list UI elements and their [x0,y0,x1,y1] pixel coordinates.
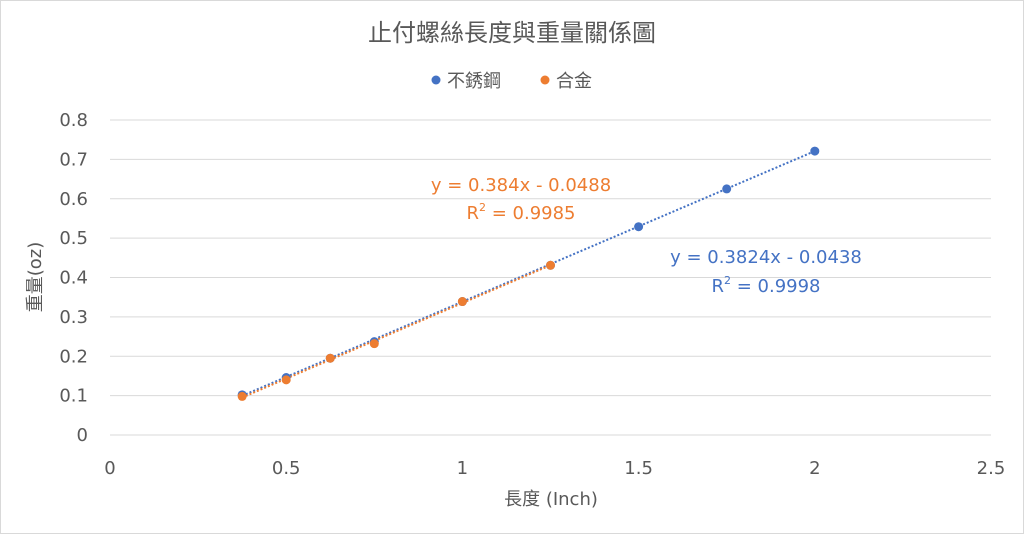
trendline-equation-alloy: y = 0.384x - 0.0488 [431,175,611,196]
legend-marker-stainless [431,75,441,85]
y-axis-title: 重量(oz) [25,242,46,313]
r2-prefix-stainless: R [711,276,724,297]
data-point-stainless [634,222,644,232]
r2-superscript-stainless: 2 [724,274,731,287]
x-tick-label: 1 [457,458,468,479]
y-tick-label: 0.5 [59,228,88,249]
y-tick-label: 0.4 [59,268,88,289]
data-point-stainless [722,184,732,194]
gridlines [110,119,991,436]
x-tick-label: 0 [104,458,115,479]
data-points [237,146,820,401]
y-axis-ticks: 0 0.1 0.2 0.3 0.4 0.5 0.6 0.7 0.8 [59,110,88,446]
x-tick-label: 1.5 [624,458,653,479]
data-point-alloy [546,260,555,270]
legend: 不銹鋼 合金 [431,71,592,92]
x-axis-title: 長度 (Inch) [504,489,598,510]
x-tick-label: 0.5 [272,458,301,479]
y-tick-label: 0.6 [59,189,88,210]
trendline-equation-stainless: y = 0.3824x - 0.0438 [670,247,862,268]
r2-superscript-alloy: 2 [479,201,486,214]
y-tick-label: 0.7 [59,149,88,170]
y-tick-label: 0.1 [59,386,88,407]
y-tick-label: 0.8 [59,110,88,131]
data-point-alloy [325,353,335,363]
trendline-r2-alloy: R2 = 0.9985 [466,201,575,224]
data-point-stainless [810,146,820,156]
legend-marker-alloy [540,75,550,85]
r2-value-stainless: = 0.9998 [731,276,821,297]
legend-label-stainless: 不銹鋼 [447,71,501,92]
r2-value-alloy: = 0.9985 [486,203,576,224]
x-tick-label: 2 [809,458,820,479]
data-point-alloy [281,375,291,385]
trendline-r2-stainless: R2 = 0.9998 [711,274,820,297]
x-tick-label: 2.5 [977,458,1006,479]
y-tick-label: 0 [77,425,88,446]
x-axis-ticks: 0 0.5 1 1.5 2 2.5 [104,458,1005,479]
y-tick-label: 0.3 [59,307,88,328]
chart-title: 止付螺絲長度與重量關係圖 [368,19,656,47]
r2-prefix-alloy: R [466,203,479,224]
data-point-alloy [457,297,467,307]
data-point-alloy [369,339,379,349]
data-point-alloy [237,391,247,401]
y-tick-label: 0.2 [59,346,88,367]
legend-label-alloy: 合金 [556,71,592,92]
